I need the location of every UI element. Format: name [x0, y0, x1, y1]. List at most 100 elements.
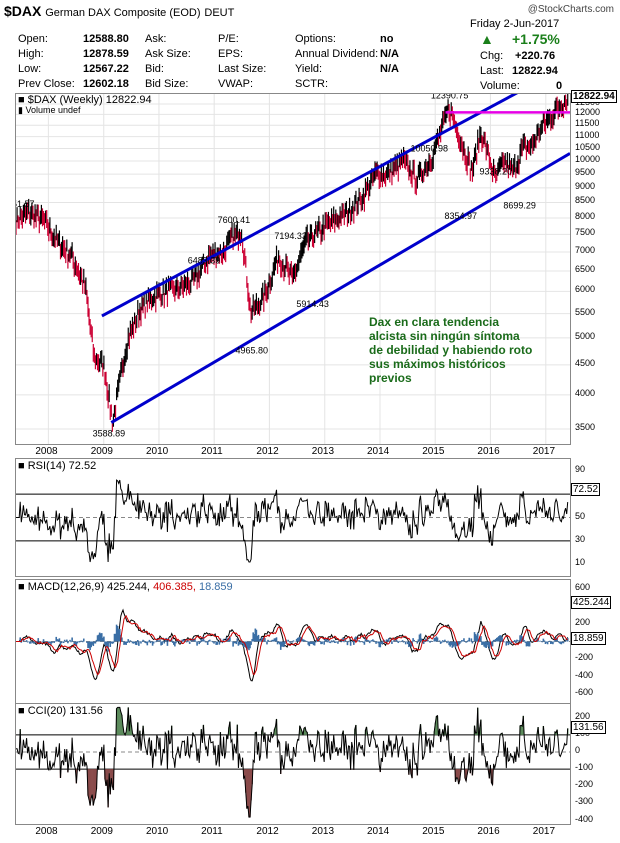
- osc-y-tick: -600: [575, 687, 594, 698]
- x-tick-label: 2017: [532, 826, 556, 837]
- vol-value: 0: [556, 80, 563, 92]
- chg-value: +220.76: [515, 50, 556, 62]
- macd-signal-line: [16, 614, 568, 676]
- quote-value: 12602.18: [83, 78, 129, 90]
- quote-label: Low:: [18, 63, 42, 75]
- annotation-line: previos: [369, 371, 412, 385]
- annotation-line: de debilidad y habiendo roto: [369, 343, 533, 357]
- price-annotation: 3588.89: [93, 429, 126, 439]
- x-tick-label: 2014: [366, 826, 390, 837]
- quote-label: Ask Size:: [145, 48, 191, 60]
- price-annotation: 12390.75: [431, 94, 469, 100]
- annotation-line: sus máximos históricos: [369, 357, 506, 371]
- chart-title: $DAX German DAX Composite (EOD) DEUT: [4, 3, 235, 19]
- quote-label: P/E:: [218, 33, 239, 45]
- osc-y-tick: 30: [575, 533, 586, 544]
- quote-label: SCTR:: [295, 78, 328, 90]
- quote-pct: +1.75%: [512, 31, 560, 47]
- rsi-pane: [15, 458, 571, 577]
- osc-y-tick: 200: [575, 710, 591, 721]
- quote-date: Friday 2-Jun-2017: [470, 18, 560, 30]
- hist-last-value: 18.859: [571, 631, 606, 645]
- quote-label: Bid Size:: [145, 78, 189, 90]
- price-y-tick: 10500: [575, 141, 601, 152]
- price-annotation: 7600.41: [218, 215, 251, 225]
- x-tick-label: 2016: [477, 446, 500, 457]
- quote-label: Ask:: [145, 33, 167, 45]
- price-y-tick: 7000: [575, 245, 596, 256]
- cci-last-value: 131.56: [571, 721, 606, 735]
- quote-label: High:: [18, 48, 44, 60]
- price-legend: ■ $DAX (Weekly) 12822.94: [18, 94, 152, 106]
- x-tick-label: 2013: [311, 446, 335, 457]
- price-annotation: 7194.33: [274, 231, 307, 241]
- annotation-line: alcista sin ningún síntoma: [369, 329, 520, 343]
- price-y-tick: 11500: [575, 118, 600, 129]
- osc-y-tick: -400: [575, 813, 594, 824]
- x-tick-label: 2015: [422, 446, 445, 457]
- quote-label: Bid:: [145, 63, 164, 75]
- quote-value: no: [380, 33, 394, 45]
- quote-value: 12878.59: [83, 48, 129, 60]
- macd-last-value: 425.244: [571, 596, 612, 610]
- x-tick-label: 2012: [256, 446, 279, 457]
- macd-legend: ■ MACD(12,26,9) 425.244, 406.385, 18.859: [18, 581, 233, 593]
- price-y-tick: 6500: [575, 263, 596, 274]
- osc-y-tick: -100: [575, 762, 594, 773]
- price-annotation: 8699.29: [503, 201, 536, 211]
- price-y-tick: 5000: [575, 330, 596, 341]
- quote-value: N/A: [380, 63, 399, 75]
- x-tick-label: 2009: [90, 446, 113, 457]
- price-y-tick: 4000: [575, 387, 596, 398]
- x-tick-label: 2015: [422, 826, 445, 837]
- price-annotation: 6483.39: [188, 256, 221, 266]
- osc-y-tick: -200: [575, 652, 594, 663]
- x-tick-label: 2013: [311, 826, 335, 837]
- chg-label: Chg:: [480, 50, 504, 62]
- osc-y-tick: -200: [575, 779, 594, 790]
- osc-y-tick: 90: [575, 463, 586, 474]
- price-y-tick: 6000: [575, 284, 596, 295]
- price-y-tick: 12000: [575, 107, 601, 118]
- price-y-tick: 8000: [575, 210, 596, 221]
- upper-channel-line: [101, 63, 571, 318]
- quote-label: EPS:: [218, 48, 244, 60]
- quote-value: 12567.22: [83, 63, 129, 75]
- price-y-tick: 8500: [575, 195, 596, 206]
- price-annotation: 4965.80: [235, 346, 268, 356]
- price-y-tick: 9500: [575, 167, 596, 178]
- x-tick-label: 2011: [201, 446, 223, 457]
- price-y-tick: 11000: [575, 129, 600, 140]
- price-y-tick: 3500: [575, 421, 596, 432]
- price-chart: 8151.57 7600.41 6483.39 7194.33 5914.43 4965.…: [2, 63, 571, 444]
- volume-legend: ▮ Volume undef: [18, 105, 81, 115]
- watermark: @StockCharts.com: [527, 4, 614, 15]
- price-pane: 8151.57 7600.41 6483.39 7194.33 5914.43 4965.…: [2, 63, 571, 445]
- oscillator-line: [16, 608, 569, 682]
- oscillator-line: [16, 479, 569, 563]
- oscillator-line: [16, 706, 569, 818]
- x-tick-label: 2009: [90, 826, 113, 837]
- quote-label: Options:: [295, 33, 336, 45]
- cci-legend: ■ CCI(20) 131.56: [18, 705, 103, 717]
- x-tick-label: 2011: [201, 826, 223, 837]
- price-annotation: 5914.43: [296, 299, 329, 309]
- quote-label: Open:: [18, 33, 48, 45]
- x-tick-label: 2014: [366, 446, 390, 457]
- macd-pane: [15, 579, 571, 704]
- annotation-box: Dax en clara tendencia alcista sin ningún…: [369, 315, 532, 385]
- osc-y-tick: 200: [575, 616, 591, 627]
- price-annotation: 9338.20: [480, 166, 513, 176]
- rsi-chart: [16, 479, 570, 563]
- price-last-value: 12822.94: [571, 89, 617, 103]
- x-tick-label: 2008: [35, 826, 58, 837]
- quote-label: Annual Dividend:: [295, 48, 379, 60]
- price-annotation: 10050.98: [411, 144, 449, 154]
- x-tick-label: 2016: [477, 826, 500, 837]
- osc-y-tick: 600: [575, 581, 591, 592]
- osc-y-tick: 50: [575, 510, 586, 521]
- quote-label: Prev Close:: [18, 78, 75, 90]
- macd-chart: [16, 608, 570, 682]
- lower-channel-line: [110, 152, 571, 424]
